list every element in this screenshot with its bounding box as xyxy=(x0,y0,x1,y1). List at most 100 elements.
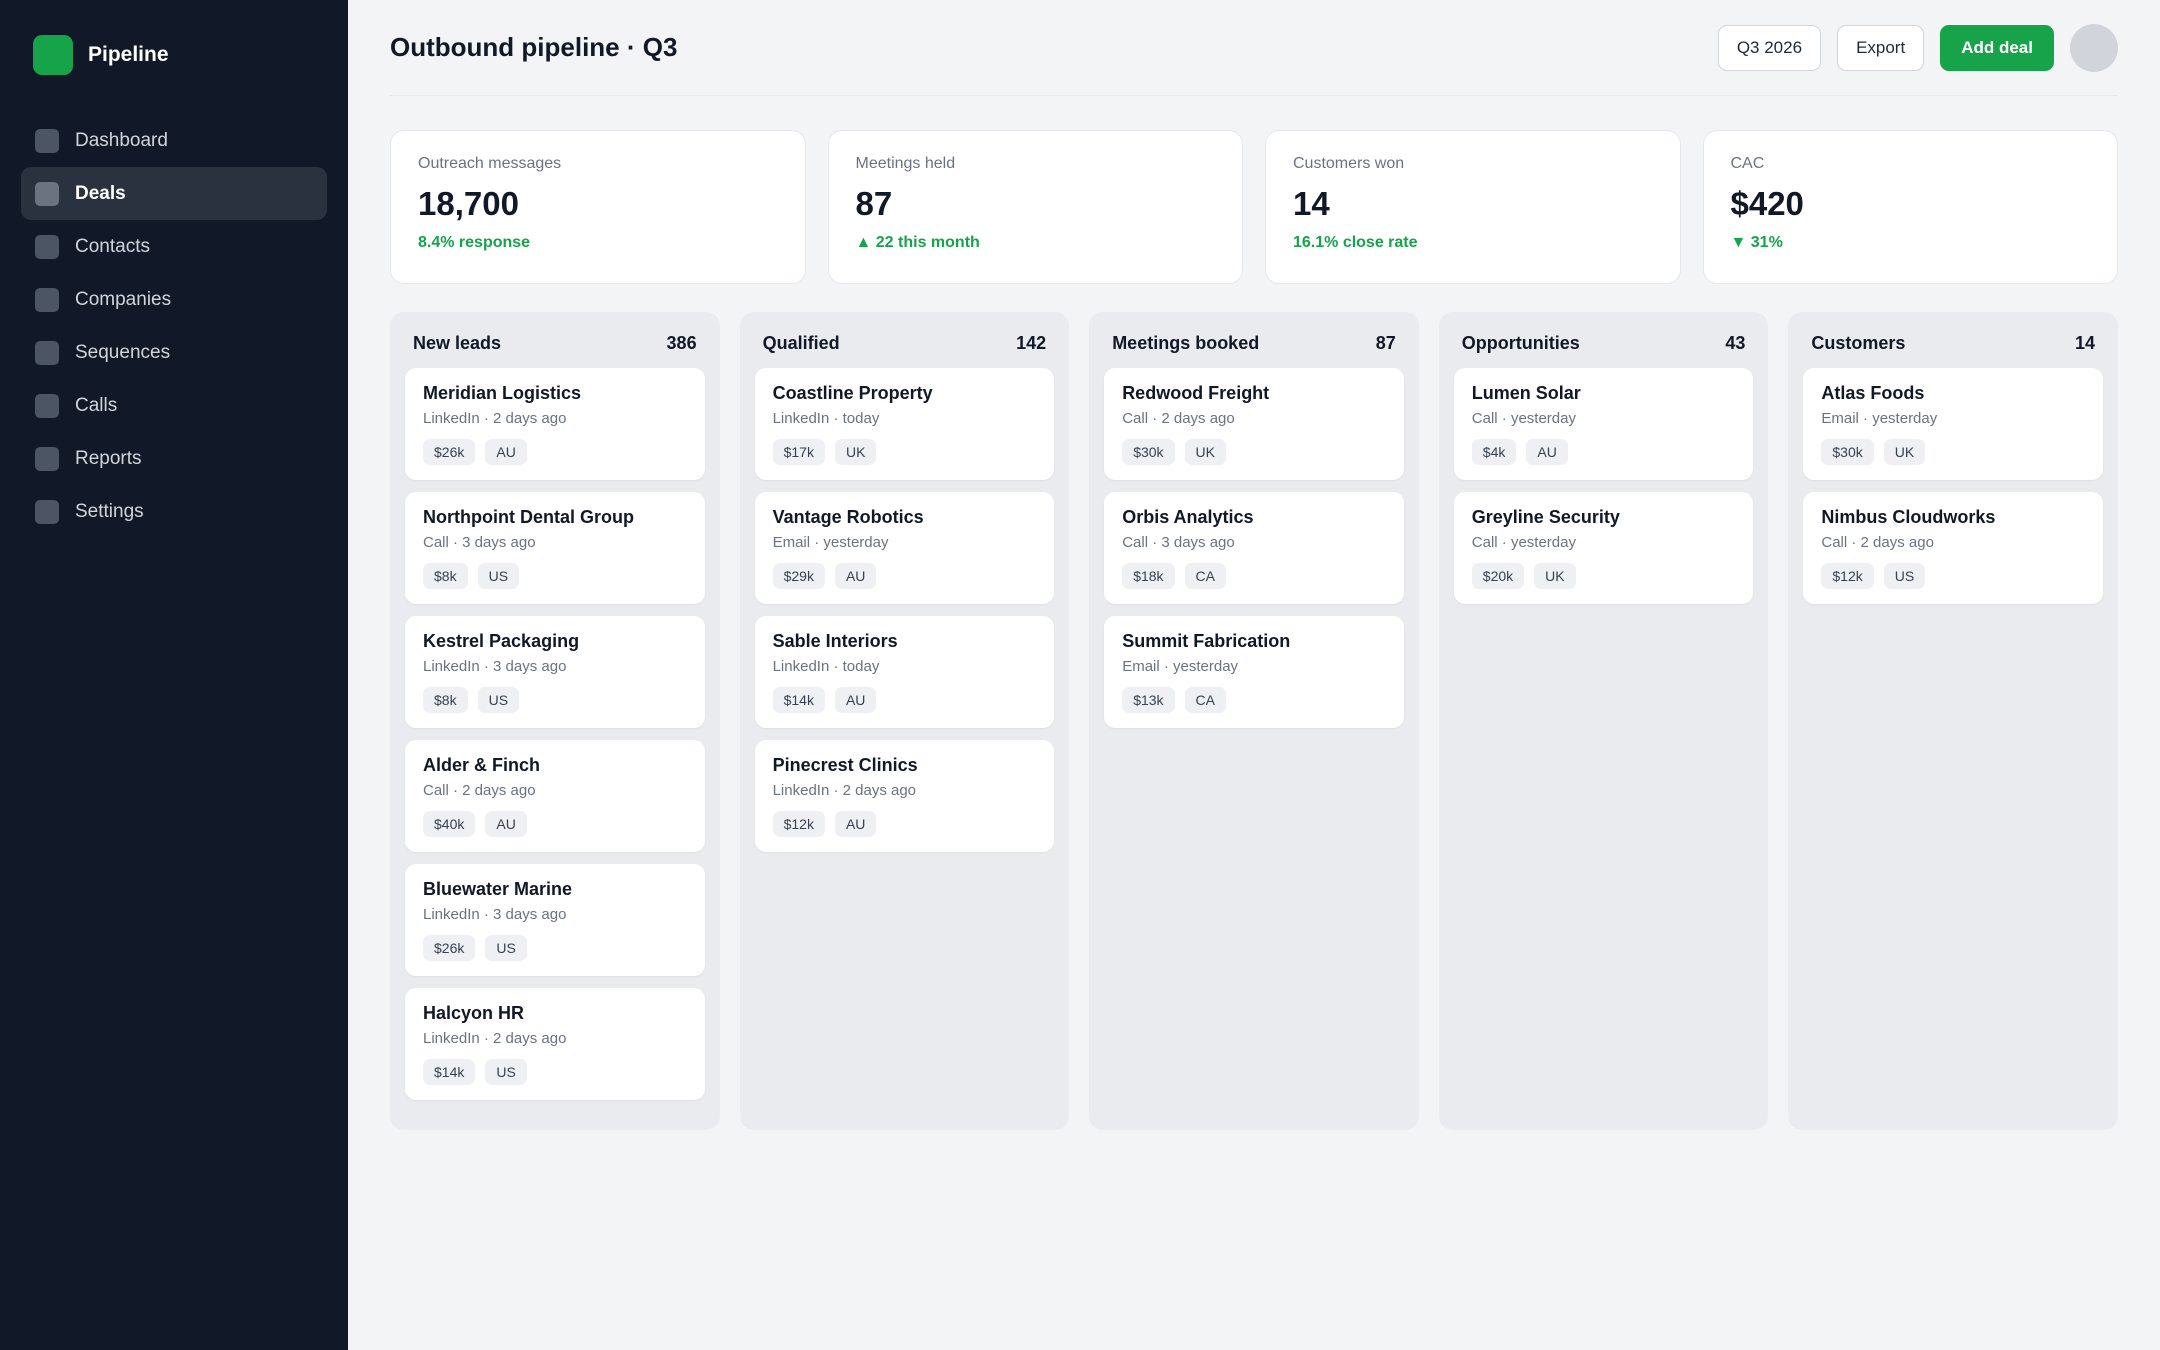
deal-tags: $17k UK xyxy=(772,439,1037,465)
sidebar-item-label: Sequences xyxy=(75,341,171,363)
deal-meta: LinkedIn · 2 days ago xyxy=(772,782,917,799)
contacts-icon xyxy=(35,234,59,259)
deal-tags: $14k US xyxy=(423,1059,687,1085)
deal-value-tag: $30k xyxy=(1821,439,1874,465)
sidebar-item-label: Reports xyxy=(75,447,142,469)
deal-card[interactable]: Greyline Security Call · yesterday $20k UK xyxy=(1453,492,1754,604)
deal-card[interactable]: Northpoint Dental Group Call · 3 days ago… xyxy=(405,492,705,604)
kpi-delta: 8.4% response xyxy=(418,234,531,251)
deal-card[interactable]: Nimbus Cloudworks Call · 2 days ago $12k US xyxy=(1803,492,2103,604)
deal-name: Kestrel Packaging xyxy=(423,631,580,651)
sidebar-item-sequences[interactable]: Sequences xyxy=(21,326,327,379)
deal-card[interactable]: Halcyon HR LinkedIn · 2 days ago $14k US xyxy=(405,988,705,1100)
sidebar-item-companies[interactable]: Companies xyxy=(21,273,327,326)
pipeline-logo-icon xyxy=(33,35,73,75)
deal-region-tag: US xyxy=(485,935,527,961)
column-count: 142 xyxy=(1016,332,1047,353)
deal-name: Redwood Freight xyxy=(1122,383,1270,403)
sidebar-item-calls[interactable]: Calls xyxy=(21,379,327,432)
kanban-board: New leads 386 Meridian Logistics LinkedIn ·… xyxy=(390,312,2118,1130)
deal-card[interactable]: Summit Fabrication Email · yesterday $13k C… xyxy=(1104,616,1404,728)
deal-card[interactable]: Kestrel Packaging LinkedIn · 3 days ago $8… xyxy=(405,616,705,728)
deal-name: Summit Fabrication xyxy=(1122,631,1291,651)
deal-tags: $26k AU xyxy=(423,439,687,465)
deal-value-tag: $26k xyxy=(423,439,476,465)
pipeline-column: Qualified 142 Coastline Property LinkedIn ·… xyxy=(739,312,1070,1130)
deal-tags: $26k US xyxy=(423,935,687,961)
deal-card[interactable]: Bluewater Marine LinkedIn · 3 days ago $26… xyxy=(405,864,705,976)
kpi-label: Meetings held xyxy=(855,155,956,172)
brand[interactable]: Pipeline xyxy=(21,34,327,76)
sidebar-item-settings[interactable]: Settings xyxy=(21,485,327,538)
kpi-card-meetings: Meetings held 87 ▲ 22 this month xyxy=(827,130,1243,284)
deal-value-tag: $17k xyxy=(772,439,825,465)
pipeline-column: Customers 14 Atlas Foods Email · yesterday $… xyxy=(1788,312,2118,1130)
sidebar-nav: Dashboard Deals Contacts Companies Seque… xyxy=(21,114,327,538)
deal-tags: $30k UK xyxy=(1821,439,2085,465)
deal-region-tag: CA xyxy=(1184,563,1226,589)
deal-name: Pinecrest Clinics xyxy=(772,755,918,775)
deal-name: Bluewater Marine xyxy=(423,879,573,899)
deal-tags: $13k CA xyxy=(1122,687,1386,713)
add-deal-button[interactable]: Add deal xyxy=(1940,24,2054,71)
deal-name: Greyline Security xyxy=(1471,507,1620,527)
kpi-label: Outreach messages xyxy=(418,155,562,172)
deal-card[interactable]: Pinecrest Clinics LinkedIn · 2 days ago $1… xyxy=(754,740,1055,852)
deal-value-tag: $4k xyxy=(1471,439,1517,465)
deal-name: Sable Interiors xyxy=(772,631,898,651)
deal-region-tag: US xyxy=(477,687,520,713)
column-header: Customers 14 xyxy=(1803,328,2103,358)
sidebar-item-reports[interactable]: Reports xyxy=(21,432,327,485)
sidebar-item-label: Contacts xyxy=(75,235,150,257)
deal-region-tag: US xyxy=(477,563,520,589)
card-list: Meridian Logistics LinkedIn · 2 days ago $… xyxy=(405,368,705,1100)
deal-value-tag: $12k xyxy=(1821,563,1874,589)
export-button[interactable]: Export xyxy=(1837,24,1925,71)
deal-meta: Email · yesterday xyxy=(1821,410,1938,427)
deal-tags: $20k UK xyxy=(1471,563,1736,589)
deal-meta: Call · 3 days ago xyxy=(1122,534,1235,551)
deal-name: Northpoint Dental Group xyxy=(423,507,634,527)
deal-card[interactable]: Vantage Robotics Email · yesterday $29k AU xyxy=(754,492,1055,604)
sidebar-item-dashboard[interactable]: Dashboard xyxy=(21,114,327,167)
column-count: 386 xyxy=(666,332,697,353)
deal-card[interactable]: Meridian Logistics LinkedIn · 2 days ago $… xyxy=(405,368,705,480)
reports-icon xyxy=(35,446,59,471)
deal-region-tag: CA xyxy=(1184,687,1226,713)
deal-card[interactable]: Coastline Property LinkedIn · today $17k UK xyxy=(754,368,1055,480)
card-list: Atlas Foods Email · yesterday $30k UK Nimbus… xyxy=(1803,368,2103,604)
sidebar-item-label: Calls xyxy=(75,394,118,416)
kpi-value: 87 xyxy=(855,185,893,222)
deal-card[interactable]: Alder & Finch Call · 2 days ago $40k AU xyxy=(405,740,705,852)
deal-region-tag: UK xyxy=(1534,563,1576,589)
deal-tags: $29k AU xyxy=(772,563,1037,589)
column-title: Meetings booked xyxy=(1112,332,1260,353)
deal-name: Alder & Finch xyxy=(423,755,541,775)
column-title: Opportunities xyxy=(1461,332,1580,353)
deal-card[interactable]: Lumen Solar Call · yesterday $4k AU xyxy=(1453,368,1754,480)
deal-value-tag: $14k xyxy=(772,687,825,713)
period-button[interactable]: Q3 2026 xyxy=(1717,24,1822,71)
deal-value-tag: $40k xyxy=(423,811,476,837)
pipeline-column: Opportunities 43 Lumen Solar Call · yesterd… xyxy=(1438,312,1769,1130)
deal-card[interactable]: Sable Interiors LinkedIn · today $14k AU xyxy=(754,616,1055,728)
column-count: 14 xyxy=(2074,332,2095,353)
deal-card[interactable]: Orbis Analytics Call · 3 days ago $18k CA xyxy=(1104,492,1404,604)
deal-card[interactable]: Redwood Freight Call · 2 days ago $30k UK xyxy=(1104,368,1404,480)
deal-name: Nimbus Cloudworks xyxy=(1821,507,1996,527)
pipeline-column: New leads 386 Meridian Logistics LinkedIn ·… xyxy=(390,312,720,1130)
deal-meta: Call · 2 days ago xyxy=(1122,410,1235,427)
column-header: Qualified 142 xyxy=(755,328,1055,358)
deal-region-tag: AU xyxy=(485,811,527,837)
column-count: 43 xyxy=(1725,332,1746,353)
deal-meta: LinkedIn · 2 days ago xyxy=(423,410,567,427)
kpi-value: 18,700 xyxy=(418,185,519,222)
sidebar-item-deals[interactable]: Deals xyxy=(21,167,327,220)
pipeline-column: Meetings booked 87 Redwood Freight Call · 2… xyxy=(1089,312,1419,1130)
sidebar-item-contacts[interactable]: Contacts xyxy=(21,220,327,273)
deal-value-tag: $12k xyxy=(772,811,825,837)
deal-card[interactable]: Atlas Foods Email · yesterday $30k UK xyxy=(1803,368,2103,480)
deal-tags: $14k AU xyxy=(772,687,1037,713)
avatar[interactable] xyxy=(2070,23,2118,72)
deal-meta: Email · yesterday xyxy=(772,534,889,551)
